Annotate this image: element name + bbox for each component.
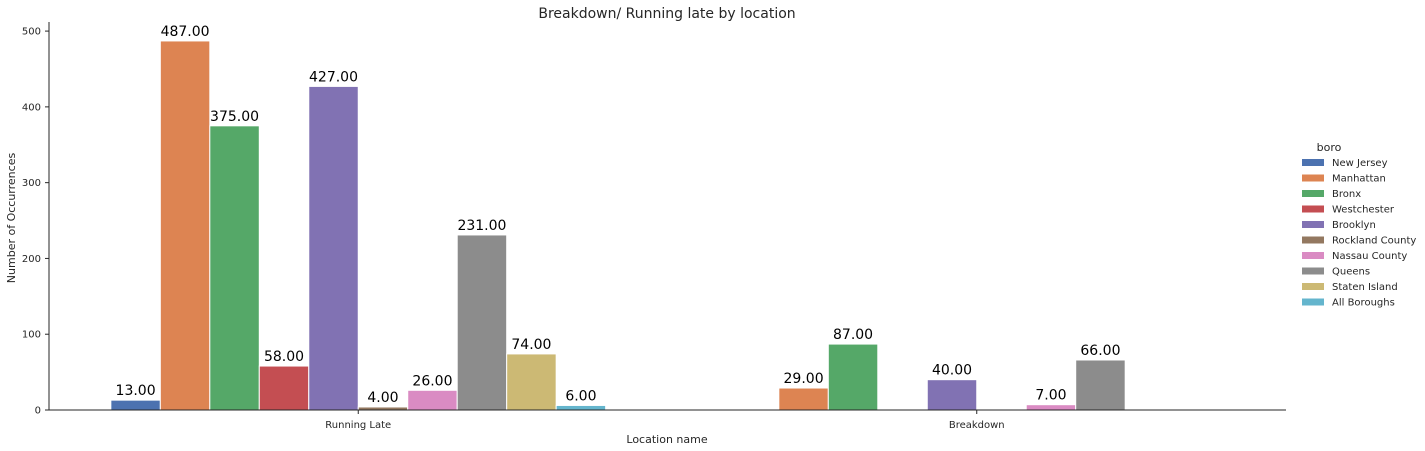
bar-running-late-new-jersey (110, 399, 161, 411)
y-axis-label: Number of Occurrences (5, 153, 18, 284)
y-tick-label: 300 (22, 178, 41, 189)
legend-entry-label: Queens (1332, 267, 1370, 278)
y-tick-label: 200 (22, 254, 41, 265)
legend: boro New Jersey Manhattan Bronx Westchester… (1302, 141, 1416, 309)
bars-layer (110, 40, 1126, 411)
y-tick-label: 0 (35, 406, 41, 417)
bar-running-late-queens (456, 234, 508, 411)
bar-value-label: 40.00 (932, 363, 972, 379)
legend-swatch (1302, 252, 1324, 259)
legend-entry-label: All Boroughs (1332, 298, 1395, 309)
bar-labels-layer: 13.00 487.00 375.00 58.00 427.00 4.00 26.00 231… (116, 24, 1121, 406)
bar-running-late-manhattan (159, 40, 211, 411)
bar-value-label: 13.00 (116, 383, 156, 399)
legend-entry-label: New Jersey (1332, 158, 1388, 169)
bar-value-label: 58.00 (264, 349, 304, 365)
legend-swatch (1302, 298, 1324, 306)
legend-swatch (1302, 174, 1324, 182)
legend-swatch (1302, 221, 1324, 228)
bar-running-late-westchester (258, 365, 310, 411)
bar-value-label: 29.00 (784, 371, 824, 387)
bar-value-label: 7.00 (1035, 388, 1066, 404)
legend-swatch (1302, 159, 1324, 166)
bar-running-late-nassau-county (407, 389, 458, 411)
bar-value-label: 487.00 (161, 24, 210, 40)
bar-running-late-staten-island (506, 353, 557, 411)
bar-value-label: 87.00 (833, 327, 873, 343)
legend-entry-label: Westchester (1332, 205, 1395, 216)
legend-title: boro (1317, 141, 1342, 154)
axes-layer: 0 100 200 300 400 500 Running Late Breakdown (22, 22, 1286, 431)
bar-breakdown-manhattan (778, 387, 829, 411)
legend-entry-label: Manhattan (1332, 174, 1386, 185)
y-tick-label: 500 (22, 27, 41, 38)
legend-swatch (1302, 190, 1324, 197)
bar-value-label: 375.00 (210, 109, 259, 125)
y-tick-label: 400 (22, 102, 41, 113)
y-tick-label: 100 (22, 330, 41, 341)
chart-title: Breakdown/ Running late by location (538, 6, 795, 22)
x-tick-label: Running Late (325, 420, 391, 431)
legend-entry-label: Nassau County (1332, 251, 1407, 262)
bar-value-label: 26.00 (412, 373, 452, 389)
legend-entry-label: Brooklyn (1332, 220, 1376, 231)
bar-value-label: 66.00 (1080, 343, 1120, 359)
bar-breakdown-nassau-county (1025, 404, 1077, 411)
bar-value-label: 231.00 (457, 218, 506, 234)
bar-running-late-all-boroughs (555, 404, 607, 411)
legend-swatch (1302, 236, 1324, 244)
legend-swatch (1302, 267, 1324, 275)
bar-value-label: 4.00 (367, 390, 398, 406)
legend-entry-label: Staten Island (1332, 282, 1398, 293)
legend-entry-label: Rockland County (1332, 236, 1416, 247)
legend-entry-label: Bronx (1332, 189, 1361, 200)
bar-value-label: 6.00 (565, 388, 596, 404)
bar-breakdown-brooklyn (926, 379, 978, 411)
legend-swatch (1302, 205, 1324, 213)
legend-swatch (1302, 283, 1324, 290)
bar-running-late-bronx (209, 125, 260, 411)
x-tick-label: Breakdown (949, 420, 1005, 431)
bar-value-label: 74.00 (511, 337, 551, 353)
x-axis-label: Location name (626, 433, 707, 446)
bar-breakdown-bronx (827, 343, 879, 411)
bar-breakdown-queens (1075, 359, 1126, 411)
bar-value-label: 427.00 (309, 69, 358, 85)
bar-running-late-brooklyn (308, 85, 359, 411)
